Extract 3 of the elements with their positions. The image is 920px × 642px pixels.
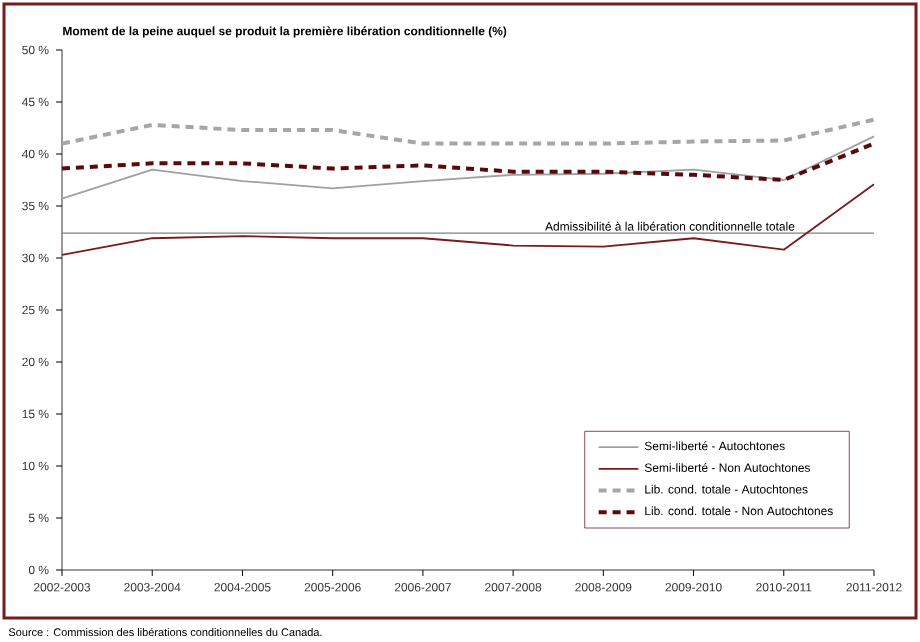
line-series bbox=[61, 183, 875, 256]
line-series bbox=[61, 135, 875, 200]
line-series bbox=[60, 141, 876, 182]
